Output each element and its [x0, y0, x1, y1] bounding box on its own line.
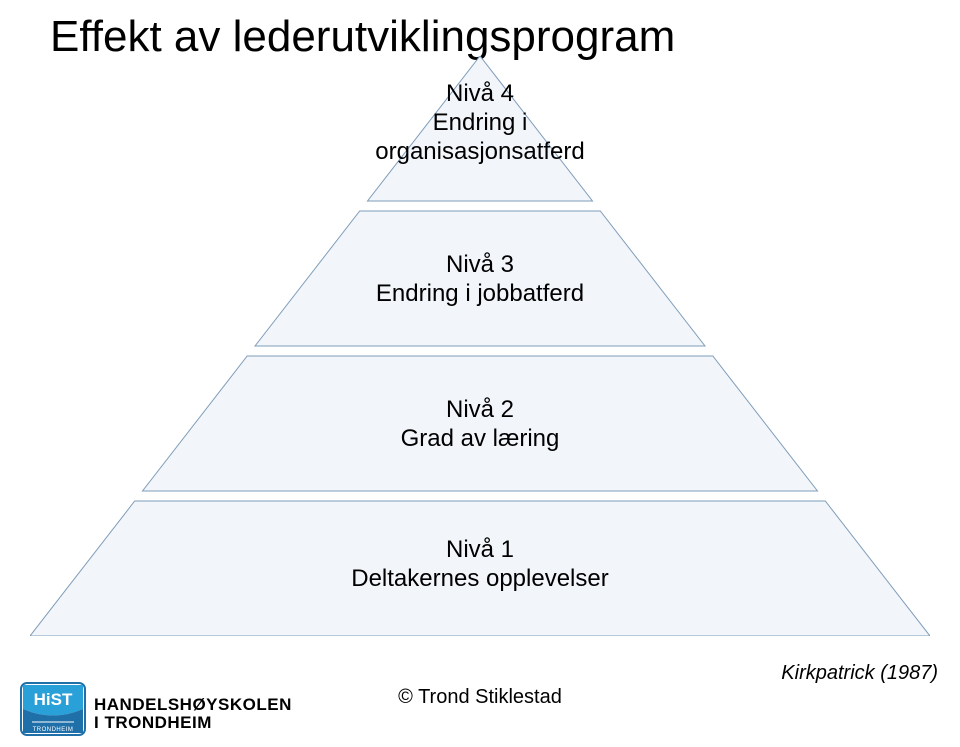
slide-title: Effekt av lederutviklingsprogram	[50, 12, 930, 62]
school-line2: I TRONDHEIM	[94, 713, 212, 732]
footer-logo: HiST TRONDHEIM HANDELSHØYSKOLEN I TRONDH…	[20, 682, 86, 741]
level4-line2: Endring i	[30, 109, 930, 138]
pyramid-level-3-label: Nivå 3 Endring i jobbatferd	[30, 251, 930, 309]
slide: Effekt av lederutviklingsprogram Nivå 4 …	[0, 0, 960, 747]
badge-top-text: HiST	[34, 690, 73, 709]
level1-line2: Deltakernes opplevelser	[30, 565, 930, 594]
level4-line3: organisasjonsatferd	[30, 138, 930, 167]
level3-line2: Endring i jobbatferd	[30, 280, 930, 309]
pyramid-level-1-label: Nivå 1 Deltakernes opplevelser	[30, 536, 930, 594]
badge-sub-text: TRONDHEIM	[33, 727, 74, 733]
citation-text: Kirkpatrick (1987)	[781, 662, 938, 685]
pyramid-level-4-label: Nivå 4 Endring i organisasjonsatferd	[30, 80, 930, 166]
level2-line1: Nivå 2	[30, 396, 930, 425]
hist-badge-icon: HiST TRONDHEIM	[20, 682, 86, 736]
pyramid-level-2-label: Nivå 2 Grad av læring	[30, 396, 930, 454]
level4-line1: Nivå 4	[30, 80, 930, 109]
level2-line2: Grad av læring	[30, 425, 930, 454]
level1-line1: Nivå 1	[30, 536, 930, 565]
school-line1: HANDELSHØYSKOLEN	[94, 695, 292, 714]
school-name: HANDELSHØYSKOLEN I TRONDHEIM	[94, 696, 292, 732]
pyramid-diagram: Nivå 4 Endring i organisasjonsatferd Niv…	[30, 56, 930, 636]
level3-line1: Nivå 3	[30, 251, 930, 280]
